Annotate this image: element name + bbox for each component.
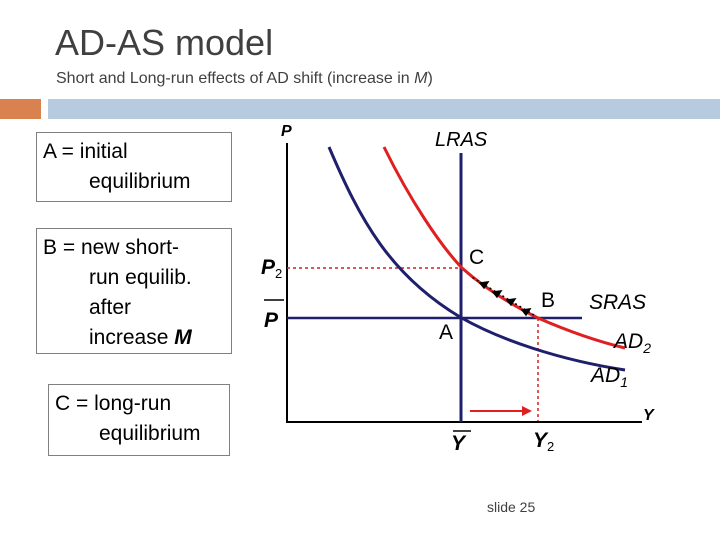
legend-box-a: A = initial equilibrium [36,132,232,202]
ad1-label: AD1 [589,364,628,390]
ad2-label: AD2 [612,330,651,356]
legend-b-line2: run equilib. [89,266,192,289]
legend-b-line1: B = new short- [43,236,179,259]
page-title: AD-AS model [55,22,274,63]
page-subtitle: Short and Long-run effects of AD shift (… [56,70,433,88]
adjustment-path-arrows [469,275,535,317]
x-axis-label: Y [643,407,655,424]
subtitle-var: M [414,70,428,87]
legend-b-line3: after [89,296,132,319]
lras-label: LRAS [435,129,488,151]
sras-label: SRAS [589,291,646,314]
y-bar-label: Y [451,432,467,455]
legend-a-line2: equilibrium [89,170,191,193]
ad2-label-main: AD [612,330,643,353]
legend-c-line2: equilibrium [99,422,201,445]
p2-label-sub: 2 [275,266,282,281]
ad2-label-sub: 2 [642,340,651,356]
ad1-label-sub: 1 [620,374,628,390]
legend-b-text: increase [89,326,175,349]
point-a-label: A [439,321,453,344]
legend-c-line1: C = long-run [55,392,172,415]
subtitle-end: ) [427,70,433,87]
legend-box-b: B = new short- run equilib. after increa… [36,228,232,354]
p2-label-main: P [261,256,276,279]
legend-b-line4: increase M [43,323,225,353]
ad1-curve [327,146,626,372]
ad1-label-main: AD [589,364,620,387]
p-bar-label: P [264,309,279,332]
y2-label-sub: 2 [547,439,554,454]
legend-a-line1: A = initial [43,140,128,163]
accent-bar-orange [0,99,41,119]
p2-label: P2 [261,256,282,281]
accent-bar-blue [48,99,720,119]
ad2-curve [382,146,626,350]
legend-box-c: C = long-run equilibrium [48,384,230,456]
y2-label: Y2 [533,429,554,454]
point-c-label: C [469,246,484,269]
slide-number: slide 25 [487,499,536,515]
y-axis-label: P [281,123,292,140]
subtitle-text: Short and Long-run effects of AD shift (… [56,70,415,87]
point-b-label: B [541,289,555,312]
legend-b-var: M [174,326,192,349]
y2-label-main: Y [533,429,549,452]
